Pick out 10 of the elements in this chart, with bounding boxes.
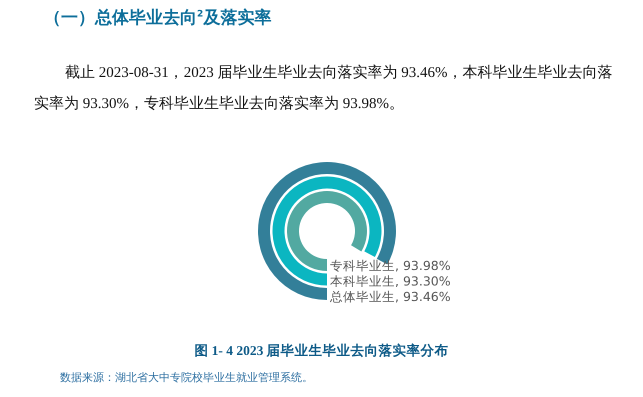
category-label: 本科毕业生 [330, 274, 395, 288]
text: 截止 2023-08-31，2023 届毕业生毕业去向落实率为 93.46%，本科毕业生毕业去向落实率为 93.30%，专科毕业生毕业去向落实率为 93.98%。 [34, 63, 614, 114]
data-label: , 93.30% [395, 274, 451, 288]
category-label: 总体毕业生 [329, 289, 395, 304]
text: 图 1- 4 2023 届毕业生毕业去向落实率分布 [193, 342, 450, 360]
source-note: 数据来源：湖北省大中专院校毕业生就业管理系统。 [60, 370, 313, 385]
data-label: , 93.98% [395, 258, 451, 273]
category-label: 专科毕业生 [330, 258, 395, 273]
data-label: , 93.46% [395, 289, 451, 304]
text: （一）总体毕业去向$^{2}$及落实率 [44, 7, 272, 29]
